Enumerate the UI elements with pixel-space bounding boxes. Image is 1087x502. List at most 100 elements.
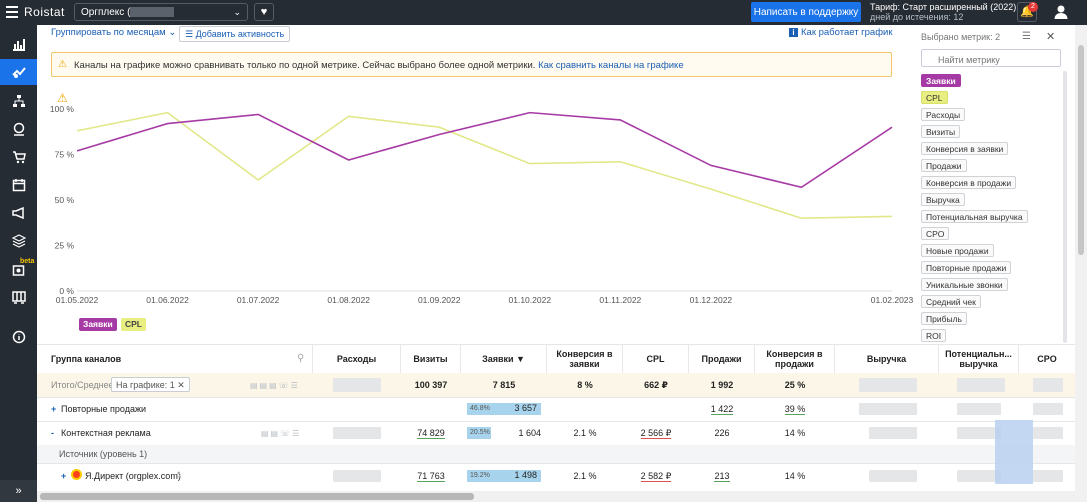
on-chart-filter[interactable]: На графике: 1 ✕ [111,377,190,392]
col-header-visits[interactable]: Визиты [401,344,461,373]
row-sales[interactable]: 226 [714,428,730,438]
total-row: Итого/Среднее На графике: 1 ✕ ▤▤▤☏☰ 100 … [37,373,1075,397]
divider [37,344,1075,345]
metric-chip[interactable]: CPL [921,91,948,104]
collapse-row-icon[interactable]: - [51,428,54,438]
total-sales: 1 992 [710,380,734,390]
pin-icon[interactable]: ⚱ [175,470,183,480]
sidebar-item-integrations[interactable] [0,228,37,254]
metric-chip[interactable]: CPO [921,227,950,240]
sidebar-item-analytics[interactable] [0,59,37,85]
col-header-leads[interactable]: Заявки ▼ [461,344,547,373]
add-activity-button[interactable]: ☰ Добавить активность [179,26,291,42]
col-header-expenses[interactable]: Расходы [313,344,401,373]
row-sales[interactable]: 1 422 [689,404,755,415]
col-header-conv-leads[interactable]: Конверсия в заявки [547,344,623,373]
metric-chip[interactable]: Повторные продажи [921,261,1012,274]
metric-chip[interactable]: Потенциальная выручка [921,210,1028,223]
sidebar-item-dashboard[interactable] [0,31,37,57]
sidebar-item-structure[interactable] [0,88,37,114]
col-header-potential-revenue[interactable]: Потенциальн... выручка [939,344,1019,373]
hidden-value [957,470,1001,482]
metric-chip[interactable]: Уникальные звонки [921,278,1008,291]
legend-cpl[interactable]: CPL [121,318,146,331]
metric-chip[interactable]: Конверсия в продажи [921,176,1017,189]
analytics-icon [11,67,26,78]
metric-chip[interactable]: Выручка [921,193,965,206]
table-row[interactable]: + Я.Директ (orgplex.com) ⚱ 71 763 19.2% 1… [37,463,1075,489]
row-sales-value: 1 422 [710,404,734,415]
x-tick-label: 01.07.2022 [237,295,280,305]
sidebar-item-beta[interactable]: beta [0,256,37,282]
expand-row-icon[interactable]: + [61,471,67,481]
metric-chip[interactable]: Конверсия в заявки [921,142,1009,155]
col-header-group[interactable]: Группа каналов [37,344,313,373]
row-actions-icons[interactable]: ▤▤☏☰ [261,429,302,438]
hidden-value [1033,470,1063,482]
close-icon[interactable]: ✕ [177,380,185,390]
row-leads: 1 498 [514,470,537,480]
metric-chip[interactable]: Визиты [921,125,961,138]
table-row[interactable]: - Контекстная реклама ▤▤☏☰ 74 829 20.5% … [37,421,1075,445]
leads-share-bar: 46.8% 3 657 [467,403,541,415]
col-header-sales[interactable]: Продажи [689,344,755,373]
list-view-icon[interactable]: ☰ [1022,31,1031,42]
sidebar-item-money[interactable] [0,116,37,142]
vertical-scrollbar[interactable] [1075,25,1087,502]
col-header-conv-sales[interactable]: Конверсия в продажи [755,344,835,373]
search-icon[interactable]: ⚲ [297,353,305,364]
metrics-scrollbar[interactable] [1063,71,1067,343]
sidebar-item-info[interactable] [0,324,37,350]
y-tick-label: 50 % [55,195,75,205]
metric-chip[interactable]: Прибыль [921,312,967,325]
expand-row-icon[interactable]: + [51,404,57,414]
sidebar-item-calendar[interactable] [0,172,37,198]
hidden-value [333,470,381,482]
sidebar-item-crm[interactable] [0,284,37,310]
user-icon[interactable] [1053,4,1069,20]
compare-channels-link[interactable]: Как сравнить каналы на графике [538,60,684,71]
col-header-revenue[interactable]: Выручка [835,344,939,373]
how-chart-works-link[interactable]: i Как работает график [789,27,893,38]
horizontal-scrollbar[interactable] [37,491,1075,502]
alert-text: Каналы на графике можно сравнивать тольк… [74,60,536,71]
chevron-down-icon: ⌄ [233,7,241,17]
cart-icon [12,151,26,164]
metric-chip[interactable]: Новые продажи [921,244,994,257]
row-conv-leads: 2.1 % [573,428,597,438]
col-header-cpl[interactable]: CPL [623,344,689,373]
notification-badge: 2 [1028,2,1038,12]
megaphone-icon [11,206,24,220]
favorite-heart-icon[interactable]: ♥ [254,3,274,21]
sidebar-item-promo[interactable] [0,200,37,226]
x-tick-label: 01.08.2022 [327,295,370,305]
row-visits[interactable]: 71 763 [401,471,461,482]
group-by-dropdown[interactable]: Группировать по месяцам ⌄ [51,27,176,38]
notifications-bell-icon[interactable]: 🔔 2 [1017,2,1038,22]
table-row[interactable]: + Повторные продажи 46.8% 3 657 1 422 39 … [37,397,1075,421]
row-sales[interactable]: 213 [689,471,755,482]
menu-icon[interactable] [6,6,18,18]
col-header-cpo[interactable]: CPO [1037,353,1057,364]
metric-chip[interactable]: Продажи [921,159,967,172]
metric-chip[interactable]: ROI [921,329,947,342]
hidden-value [1033,378,1063,392]
close-icon[interactable]: ✕ [1046,31,1056,43]
tariff-info[interactable]: Тариф: Старт расширенный (2022) дней до … [870,2,1016,22]
scrollbar-thumb[interactable] [1078,45,1084,255]
row-visits[interactable]: 74 829 [401,428,461,439]
metric-chip[interactable]: Заявки [921,74,961,87]
row-actions-icons[interactable]: ▤▤▤☏☰ [250,381,300,390]
row-cpl-value: 2 582 ₽ [640,471,672,482]
hidden-value [869,427,917,439]
legend-leads[interactable]: Заявки [79,318,117,331]
support-button[interactable]: Написать в поддержку [751,2,861,22]
total-cpl: 662 ₽ [644,380,668,390]
metric-search-input[interactable] [921,49,1061,67]
project-selector[interactable]: Оргплекс (⌄ [74,3,248,21]
scrollbar-thumb[interactable] [40,493,474,500]
metric-chip[interactable]: Средний чек [921,295,981,308]
metric-chip[interactable]: Расходы [921,108,966,121]
expand-sidebar-icon[interactable]: » [0,480,37,502]
sidebar-item-orders[interactable] [0,144,37,170]
